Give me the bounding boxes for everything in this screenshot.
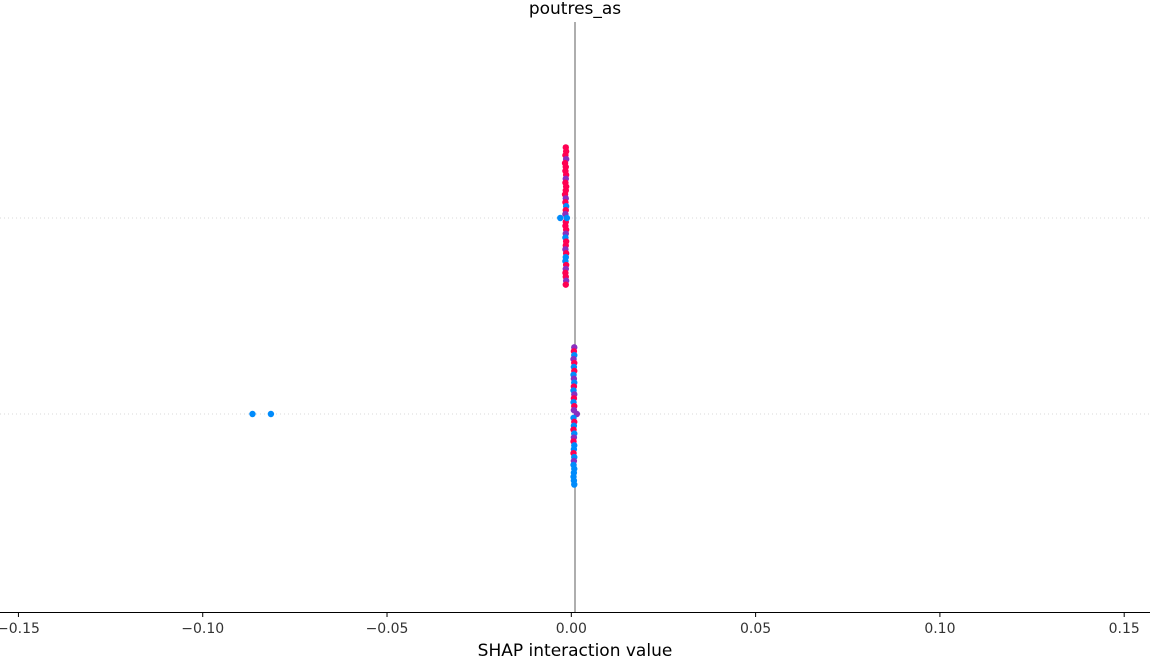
chart-title: poutres_as — [529, 0, 621, 19]
x-axis-label: SHAP interaction value — [478, 641, 673, 660]
data-point — [563, 214, 571, 222]
x-tick-label: 0.00 — [556, 621, 587, 637]
x-tick-label: 0.15 — [1109, 621, 1140, 637]
x-tick-label: −0.10 — [181, 621, 224, 637]
x-tick-label: −0.15 — [0, 621, 40, 637]
data-point — [557, 214, 564, 222]
data-point — [571, 481, 578, 488]
x-tick-label: 0.05 — [740, 621, 771, 637]
x-tick-label: 0.10 — [924, 621, 955, 637]
data-point — [249, 410, 256, 418]
x-axis-ticks: −0.15 −0.10 −0.05 0.00 0.05 0.10 0.15 — [0, 612, 1140, 637]
x-tick-label: −0.05 — [366, 621, 409, 637]
data-point — [267, 410, 275, 418]
data-points — [249, 144, 581, 488]
data-point — [562, 281, 569, 288]
